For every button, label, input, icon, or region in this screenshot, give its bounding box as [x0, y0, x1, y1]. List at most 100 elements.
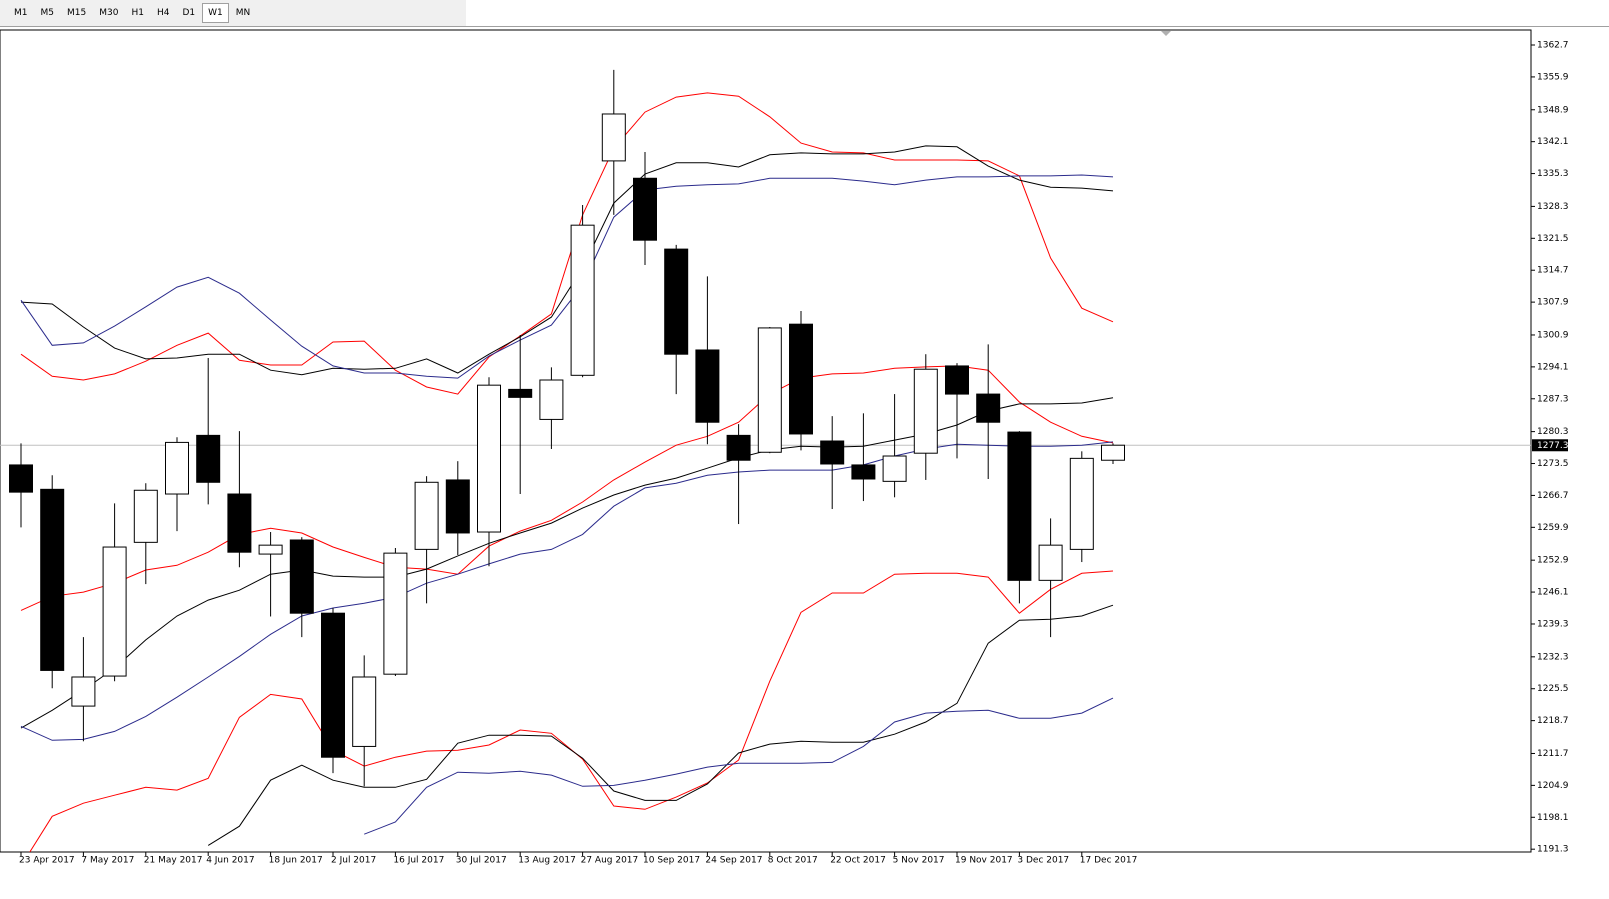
indicator-line [20, 174, 1114, 379]
y-tick-label: 1335.30 [1537, 169, 1568, 179]
candle-body [789, 323, 813, 435]
period-toolbar: M1 M5 M15 M30 H1 H4 D1 W1 MN [0, 0, 466, 27]
y-tick-label: 1246.10 [1537, 588, 1568, 598]
y-tick-label: 1307.90 [1537, 298, 1568, 308]
candle-body [445, 479, 470, 534]
x-tick-label: 4 Jun 2017 [206, 856, 254, 866]
x-tick-label: 27 Aug 2017 [581, 856, 639, 866]
period-button[interactable]: H1 [131, 8, 144, 18]
x-tick-label: 8 Oct 2017 [768, 856, 818, 866]
x-tick-label: 23 Apr 2017 [19, 856, 75, 866]
period-button[interactable]: M5 [40, 8, 55, 18]
candle-body [9, 464, 33, 493]
current-price-label: 1277.39 [1537, 441, 1568, 451]
x-tick-label: 18 Jun 2017 [269, 856, 323, 866]
y-tick-label: 1225.50 [1537, 684, 1568, 694]
candle-body [1069, 457, 1094, 550]
indicator-line [20, 145, 1114, 376]
period-button[interactable]: M1 [14, 8, 28, 18]
candle-body [321, 612, 345, 758]
candle-body [695, 349, 720, 423]
x-tick-label: 5 Nov 2017 [893, 856, 945, 866]
period-button[interactable]: H4 [156, 8, 170, 18]
candle-body [227, 493, 252, 553]
candle-body [664, 248, 689, 355]
y-tick-label: 1300.90 [1537, 330, 1568, 340]
period-button[interactable]: D1 [182, 8, 196, 18]
candle-body [882, 455, 907, 482]
candle-body [601, 113, 626, 162]
period-button[interactable]: MN [235, 8, 251, 18]
indicator-line [364, 697, 1114, 835]
y-tick-label: 1273.50 [1537, 459, 1568, 469]
y-tick-label: 1328.30 [1537, 202, 1568, 212]
candle-body [1101, 444, 1125, 461]
period-button[interactable]: M30 [99, 8, 119, 18]
y-tick-label: 1204.90 [1537, 781, 1568, 791]
candle-body [913, 368, 938, 454]
y-tick-label: 1321.50 [1537, 234, 1568, 244]
current-price-box [1532, 439, 1568, 452]
candle-body [1007, 431, 1032, 581]
candle-body [40, 488, 65, 671]
indicator-line [20, 92, 1114, 395]
period-button[interactable]: W1 [202, 3, 229, 23]
candle-body [570, 224, 595, 376]
candle-body [820, 440, 845, 465]
candle-body [196, 434, 221, 483]
candle-body [258, 544, 283, 555]
candle-body [383, 552, 408, 675]
chart: 1362.70 1355.90 1348.90 1342.10 1335.30 1328.… [0, 29, 1568, 866]
indicator-line [207, 604, 1114, 846]
candle-body [945, 365, 969, 395]
x-tick-label: 7 May 2017 [81, 856, 134, 866]
y-tick-label: 1294.10 [1537, 362, 1568, 372]
y-tick-label: 1342.10 [1537, 137, 1568, 147]
toolbar-border [466, 26, 1609, 27]
y-tick-label: 1198.10 [1537, 813, 1568, 823]
y-tick-label: 1252.90 [1537, 556, 1568, 566]
x-tick-label: 21 May 2017 [144, 856, 203, 866]
y-tick-label: 1191.30 [1537, 845, 1568, 855]
candle-body [289, 539, 314, 614]
candle-body [414, 481, 439, 550]
y-tick-label: 1266.70 [1537, 491, 1568, 501]
x-tick-label: 22 Oct 2017 [830, 856, 886, 866]
y-tick-label: 1239.30 [1537, 619, 1568, 629]
x-tick-label: 24 Sep 2017 [705, 856, 762, 866]
y-tick-label: 1362.70 [1537, 41, 1568, 51]
y-tick-label: 1211.70 [1537, 749, 1568, 759]
x-tick-label: 10 Sep 2017 [643, 856, 700, 866]
chart-window: 1362.70 1355.90 1348.90 1342.10 1335.30 1328.… [0, 28, 1568, 899]
x-tick-label: 3 Dec 2017 [1017, 856, 1069, 866]
x-tick-label: 13 Aug 2017 [518, 856, 576, 866]
candle-body [976, 393, 1001, 423]
candle-body [539, 379, 564, 420]
y-tick-label: 1287.30 [1537, 394, 1568, 404]
y-tick-label: 1280.30 [1537, 427, 1568, 437]
y-tick-label: 1259.90 [1537, 523, 1568, 533]
x-tick-label: 2 Jul 2017 [331, 856, 376, 866]
y-tick-label: 1348.90 [1537, 105, 1568, 115]
candle-body [726, 434, 751, 461]
candle-body [851, 464, 876, 480]
indicator-line [20, 365, 1114, 611]
x-tick-label: 16 Jul 2017 [393, 856, 444, 866]
candle-body [165, 441, 189, 495]
candle-body [1038, 544, 1063, 581]
y-tick-label: 1218.70 [1537, 716, 1568, 726]
plot-area [0, 69, 1531, 852]
candle-body [633, 177, 657, 241]
y-tick-label: 1314.70 [1537, 266, 1568, 276]
indicator-line [29, 570, 1114, 852]
period-button[interactable]: M15 [67, 8, 87, 18]
candle-body [71, 676, 96, 707]
x-tick-label: 30 Jul 2017 [456, 856, 507, 866]
x-tick-label: 17 Dec 2017 [1080, 856, 1138, 866]
candle-body [352, 676, 377, 747]
plot-frame [0, 29, 1532, 853]
y-tick-label: 1355.90 [1537, 72, 1568, 82]
shift-marker [1161, 31, 1171, 36]
candle-body [477, 384, 501, 533]
